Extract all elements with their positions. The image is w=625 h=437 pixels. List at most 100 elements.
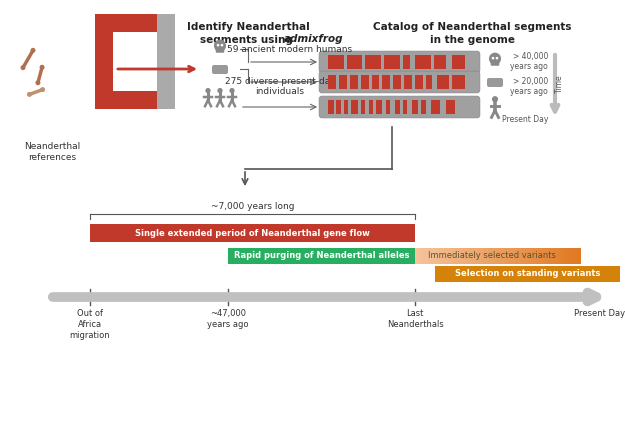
Bar (372, 75, 379, 89)
Bar (568, 248, 571, 264)
Bar (482, 248, 485, 264)
Circle shape (21, 65, 26, 70)
Bar (545, 248, 548, 264)
Bar (432, 248, 434, 264)
Bar (533, 248, 536, 264)
Bar (559, 248, 561, 264)
Bar (441, 248, 444, 264)
Bar (452, 75, 464, 89)
Bar (561, 248, 563, 264)
Bar (420, 248, 422, 264)
Bar (457, 248, 459, 264)
Bar (436, 248, 438, 264)
Bar (157, 14, 175, 109)
FancyBboxPatch shape (319, 96, 480, 118)
Bar (391, 248, 393, 264)
Bar (376, 100, 382, 114)
Bar (382, 75, 390, 89)
Bar (506, 248, 508, 264)
Bar (451, 248, 454, 264)
Bar (412, 100, 418, 114)
Bar (439, 248, 442, 264)
Bar (562, 248, 565, 264)
Circle shape (206, 88, 211, 93)
Bar (494, 248, 497, 264)
Bar (570, 248, 572, 264)
Bar (411, 248, 412, 264)
Text: Last
Neanderthals: Last Neanderthals (387, 309, 443, 329)
Bar (361, 100, 366, 114)
Bar (502, 248, 504, 264)
Bar (446, 248, 448, 264)
Text: Out of
Africa
migration: Out of Africa migration (70, 309, 111, 340)
Bar (524, 248, 526, 264)
Bar (510, 248, 512, 264)
Bar (467, 248, 469, 264)
Bar (486, 248, 489, 264)
Bar (95, 24, 113, 109)
Bar (415, 55, 431, 69)
Bar (535, 248, 538, 264)
Bar (488, 248, 491, 264)
Bar (552, 248, 555, 264)
Bar (428, 248, 431, 264)
Bar (472, 248, 475, 264)
Bar (437, 75, 449, 89)
FancyBboxPatch shape (319, 51, 480, 73)
Text: Selection on standing variants: Selection on standing variants (455, 270, 600, 278)
Bar (415, 75, 422, 89)
Bar (399, 248, 401, 264)
Bar (469, 248, 471, 264)
Bar (475, 248, 477, 264)
Bar (402, 55, 411, 69)
Circle shape (39, 65, 44, 70)
Bar (408, 248, 411, 264)
Text: ~47,000
years ago: ~47,000 years ago (208, 309, 249, 329)
Bar (328, 100, 334, 114)
Circle shape (214, 40, 226, 52)
Bar (228, 248, 415, 264)
FancyBboxPatch shape (487, 78, 503, 87)
Bar (518, 248, 520, 264)
Bar (566, 248, 569, 264)
Bar (386, 100, 390, 114)
Text: > 40,000
years ago: > 40,000 years ago (510, 52, 548, 71)
Text: 275 diverse present-day
individuals: 275 diverse present-day individuals (225, 76, 335, 96)
Bar (402, 248, 405, 264)
Bar (557, 248, 559, 264)
Bar (366, 55, 381, 69)
Bar (402, 100, 408, 114)
Bar (392, 248, 395, 264)
Bar (384, 55, 399, 69)
Bar (404, 248, 407, 264)
Circle shape (492, 57, 494, 59)
Bar (465, 248, 468, 264)
Bar (572, 248, 574, 264)
Bar (446, 100, 455, 114)
Bar (328, 75, 336, 89)
Text: Neanderthal
references: Neanderthal references (24, 142, 80, 162)
Bar (453, 248, 456, 264)
Bar (424, 248, 426, 264)
Text: Rapid purging of Neanderthal alleles: Rapid purging of Neanderthal alleles (234, 252, 409, 260)
Bar (351, 100, 358, 114)
FancyBboxPatch shape (319, 71, 480, 93)
Bar (393, 75, 401, 89)
Bar (431, 100, 440, 114)
Bar (401, 248, 403, 264)
Bar (395, 248, 398, 264)
Bar (551, 248, 553, 264)
Circle shape (229, 88, 234, 93)
Text: > 20,000
years ago: > 20,000 years ago (510, 77, 548, 97)
FancyBboxPatch shape (491, 60, 499, 66)
Bar (434, 248, 436, 264)
Circle shape (489, 52, 501, 65)
Text: Catalog of Neanderthal segments
in the genome: Catalog of Neanderthal segments in the g… (372, 22, 571, 45)
Bar (395, 100, 399, 114)
Bar (541, 248, 544, 264)
Bar (492, 248, 495, 264)
Bar (547, 248, 549, 264)
Circle shape (27, 92, 32, 97)
Bar (529, 248, 532, 264)
Bar (574, 248, 577, 264)
